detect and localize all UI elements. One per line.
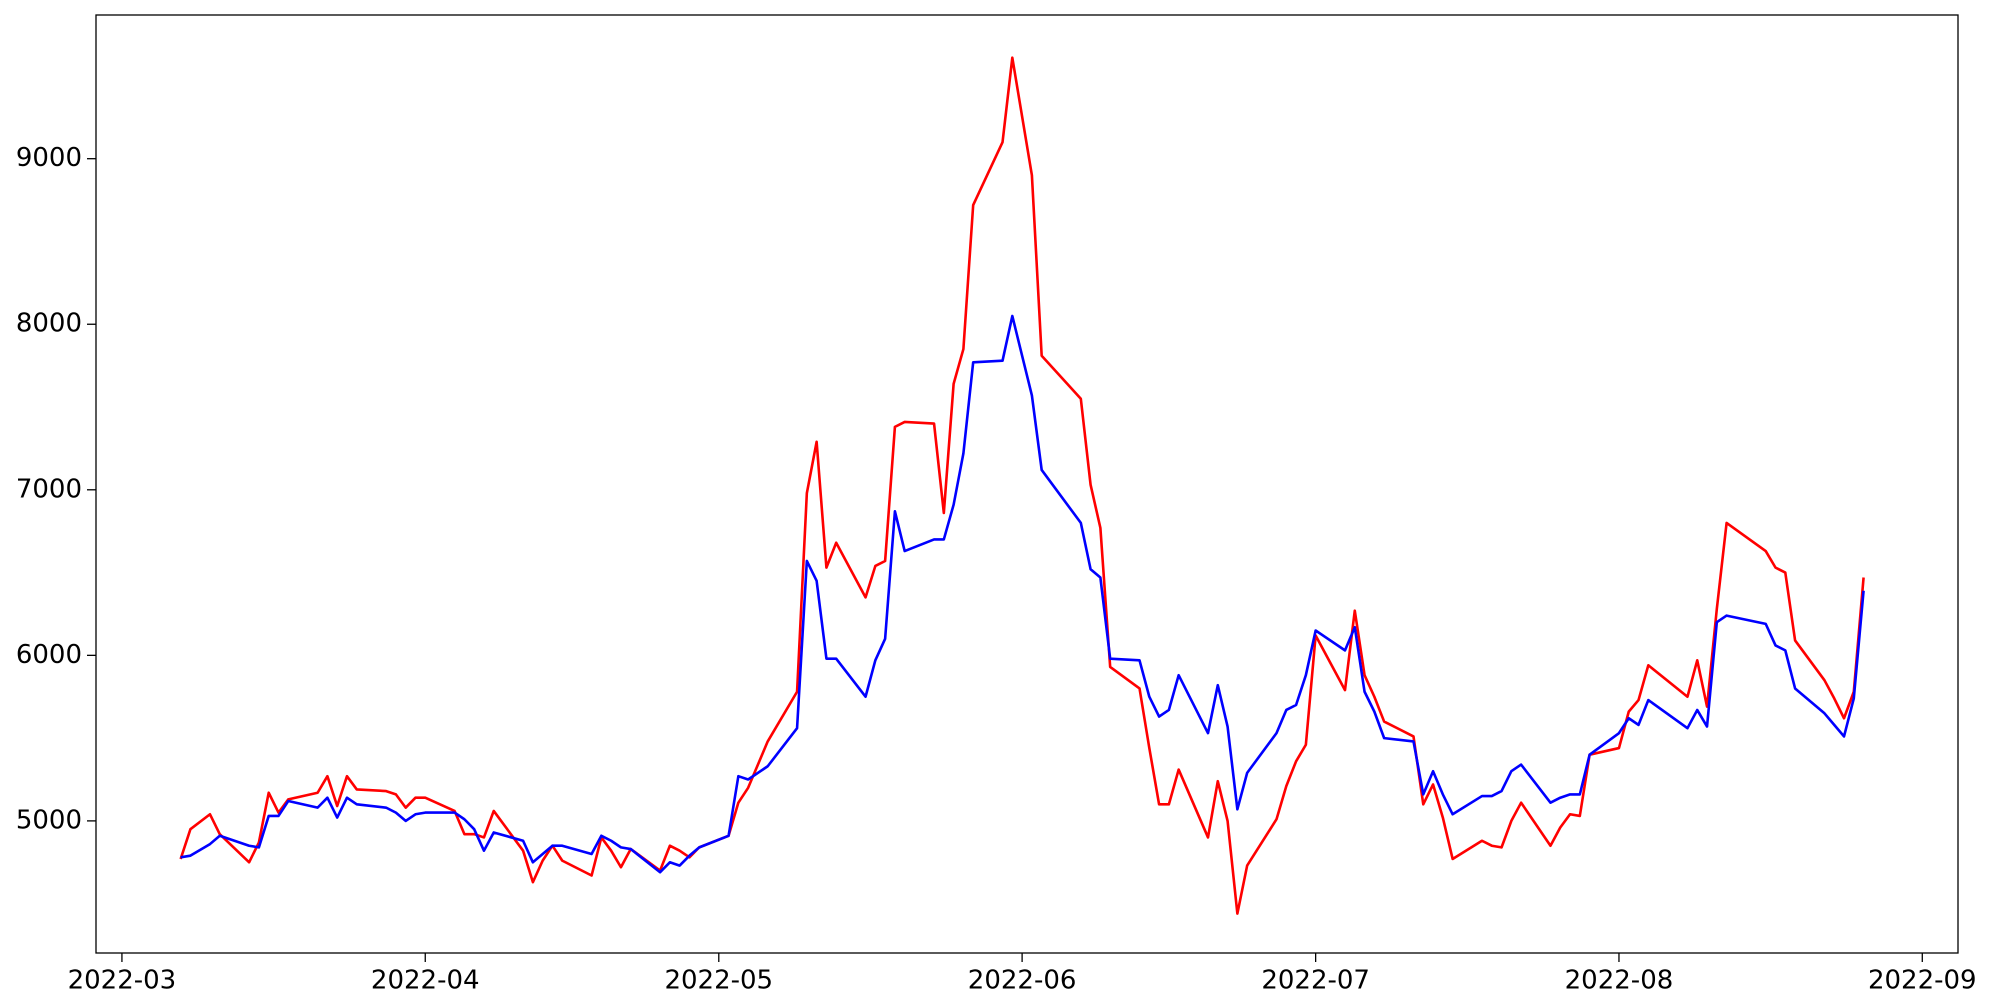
series-line	[179, 56, 1865, 915]
y-tick-label: 7000	[16, 474, 82, 504]
series-line	[180, 314, 1865, 874]
x-tick-label: 2022-04	[371, 966, 480, 996]
x-tick-label: 2022-05	[664, 966, 773, 996]
y-tick-label: 5000	[16, 805, 82, 835]
y-tick-label: 6000	[16, 640, 82, 670]
y-tick-label: 8000	[16, 309, 82, 339]
x-tick-label: 2022-06	[968, 966, 1077, 996]
plot-area	[96, 15, 1958, 953]
x-tick-label: 2022-08	[1565, 966, 1674, 996]
y-tick-label: 9000	[16, 143, 82, 173]
x-tick-label: 2022-03	[68, 966, 177, 996]
x-tick-label: 2022-09	[1868, 966, 1977, 996]
x-tick-label: 2022-07	[1261, 966, 1370, 996]
plot-frame	[95, 14, 1959, 954]
